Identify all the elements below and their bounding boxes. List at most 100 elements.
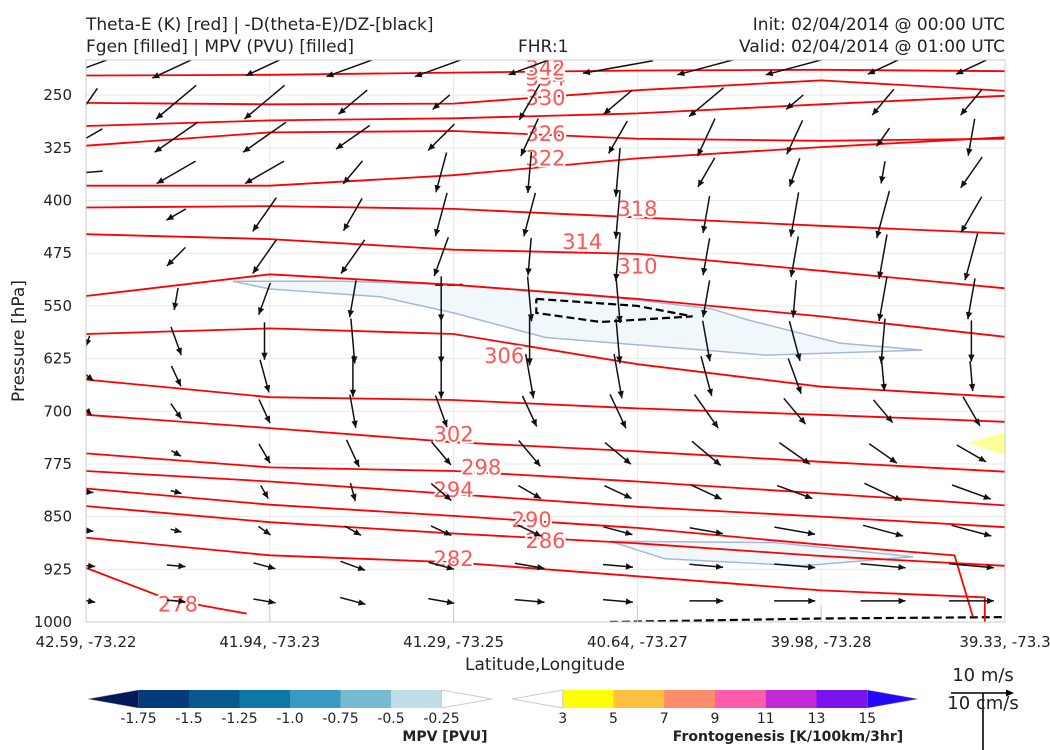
plot-frame — [85, 59, 1006, 623]
wind-arrowhead — [351, 420, 358, 428]
wind-arrow — [613, 353, 623, 399]
wind-arrowhead — [174, 411, 182, 419]
wind-arrowhead — [343, 176, 351, 184]
theta-e-line — [86, 452, 1005, 507]
wind-arrowhead — [530, 418, 537, 427]
colorbars: -1.75 -1.5 -1.25 -1.0 -0.75 -0.5 -0.25 3 5 7 9 11 13… — [87, 689, 919, 727]
wind-arrowhead — [617, 390, 624, 399]
wind-arrowhead — [898, 564, 906, 571]
wind-arrowhead — [623, 492, 632, 499]
wind-arrowhead — [175, 347, 182, 356]
wind-arrowhead — [357, 564, 366, 571]
wind-arrow — [508, 60, 551, 76]
dthetae-dz-contour — [535, 297, 693, 324]
wind-arrowhead — [434, 228, 441, 237]
wind-arrowhead — [432, 102, 440, 110]
valid-time: Valid: 02/04/2014 @ 01:00 UTC — [739, 37, 1005, 57]
y-tick-label: 700 — [43, 402, 72, 420]
wind-arrowhead — [961, 224, 968, 233]
wind-arrow — [414, 60, 463, 78]
wind-arrow — [875, 190, 891, 239]
wind-arrowhead — [268, 598, 276, 605]
fgen-colorbar-tick-label: 3 — [558, 711, 567, 727]
wind-arrowhead — [875, 230, 882, 239]
fhr-label: FHR:1 — [518, 37, 569, 57]
fgen-colorbar-tick-label: 5 — [609, 711, 618, 727]
wind-arrowhead — [802, 457, 810, 465]
theta-e-line — [86, 205, 1005, 235]
wind-arrow — [615, 232, 621, 282]
x-tick-label: 39.33, -73.3 — [959, 633, 1050, 651]
wind-arrow — [86, 87, 99, 106]
wind-arrowhead — [963, 272, 970, 281]
wind-arrowhead — [245, 69, 254, 76]
wind-arrowhead — [603, 107, 611, 115]
wind-arrowhead — [705, 353, 712, 362]
wind-arrowhead — [63, 71, 71, 77]
wind-arrowhead — [267, 563, 276, 570]
fgen-colorbar-cell — [715, 690, 767, 708]
wind-arrow — [523, 192, 537, 237]
wind-arrowhead — [877, 313, 884, 321]
barb-key: 10 m/s 10 cm/s — [947, 665, 1019, 750]
wind-arrowhead — [86, 374, 94, 381]
wind-arrowhead — [786, 102, 794, 110]
wind-arrowhead — [616, 356, 623, 364]
wind-arrowhead — [956, 68, 964, 75]
wind-arrowhead — [428, 143, 436, 151]
title-line-1: Theta-E (K) [red] | -D(theta-E)/DZ-[blac… — [86, 15, 434, 35]
mpv-colorbar-tick-label: -1.75 — [120, 711, 156, 727]
barb-key-label-top: 10 m/s — [952, 665, 1014, 686]
wind-arrow — [880, 318, 886, 364]
x-tick-label: 41.29, -73.25 — [403, 633, 504, 651]
wind-arrowhead — [960, 107, 968, 116]
wind-arrowhead — [156, 177, 165, 184]
wind-arrow — [860, 563, 906, 569]
theta-e-line — [86, 273, 1005, 338]
wind-arrowhead — [624, 529, 633, 536]
wind-arrowhead — [525, 268, 532, 276]
y-tick-label: 775 — [43, 455, 72, 473]
wind-arrowhead — [536, 564, 545, 571]
wind-arrowhead — [263, 455, 271, 464]
plot-background — [86, 60, 1005, 622]
wind-arrowhead — [172, 302, 179, 310]
wind-arrow — [615, 274, 621, 324]
y-tick-label: 325 — [43, 139, 72, 157]
wind-arrowhead — [889, 456, 897, 464]
axis-layer: 42.59, -73.22 41.94, -73.23 41.29, -73.25 4… — [34, 86, 1050, 651]
theta-e-line — [86, 413, 1005, 473]
wind-arrowhead — [338, 107, 346, 115]
wind-arrow — [86, 128, 103, 140]
wind-arrowhead — [898, 597, 906, 605]
wind-arrowhead — [349, 389, 357, 397]
wind-arrowhead — [350, 493, 357, 502]
wind-arrowhead — [353, 529, 361, 536]
wind-arrowhead — [879, 176, 886, 184]
wind-arrowhead — [156, 112, 164, 119]
wind-arrowhead — [677, 69, 685, 77]
x-tick-label: 40.64, -73.27 — [587, 633, 688, 651]
wind-arrowhead — [885, 415, 893, 423]
theta-e-line — [86, 505, 1005, 567]
wind-arrowhead — [343, 223, 350, 231]
wind-arrowhead — [965, 311, 973, 320]
theta-e-line — [86, 470, 1005, 529]
wind-arrowhead — [73, 170, 80, 176]
mpv-colorbar-tick-label: -1.5 — [175, 711, 202, 727]
theta-e-line — [86, 79, 1005, 106]
x-tick-label: 39.98, -73.28 — [771, 633, 872, 651]
theta-e-line — [86, 567, 247, 615]
theta-e-contour-label: 294 — [434, 478, 474, 502]
fgen-colorbar-tick-label: 9 — [711, 711, 720, 727]
wind-arrowhead — [620, 420, 626, 429]
wind-arrowhead — [434, 184, 441, 193]
fgen-colorbar-tick-label: 7 — [660, 711, 669, 727]
wind-arrowhead — [625, 598, 633, 605]
wind-arrowhead — [798, 416, 806, 425]
wind-arrowhead — [894, 494, 902, 501]
wind-arrowhead — [711, 420, 719, 429]
wind-arrowhead — [968, 383, 976, 392]
wind-arrow — [86, 170, 103, 174]
theta-e-line — [86, 487, 974, 617]
